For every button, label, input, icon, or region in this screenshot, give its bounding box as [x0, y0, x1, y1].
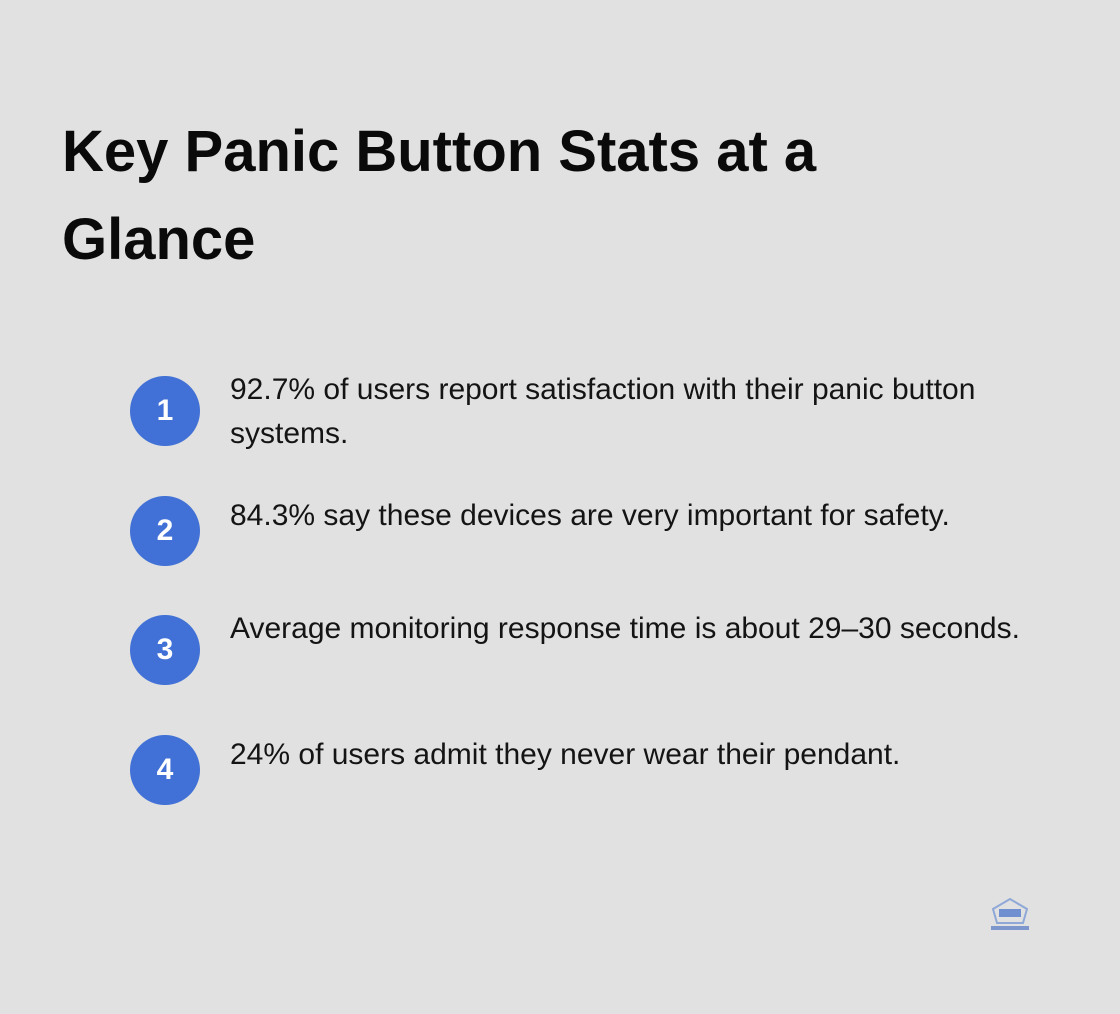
stat-text: 24% of users admit they never wear their…: [230, 738, 901, 771]
title: Key Panic Button Stats at a Glance: [62, 119, 817, 272]
logo: [991, 897, 1029, 930]
step-number: 1: [130, 376, 200, 446]
stat-text: 84.3% say these devices are very importa…: [230, 499, 950, 532]
stat-text: 92.7% of users report satisfaction with …: [230, 373, 976, 450]
step-number: 3: [130, 615, 200, 685]
stat-text: Average monitoring response time is abou…: [230, 612, 1020, 645]
step-number: 4: [130, 735, 200, 805]
step-number: 2: [130, 496, 200, 566]
